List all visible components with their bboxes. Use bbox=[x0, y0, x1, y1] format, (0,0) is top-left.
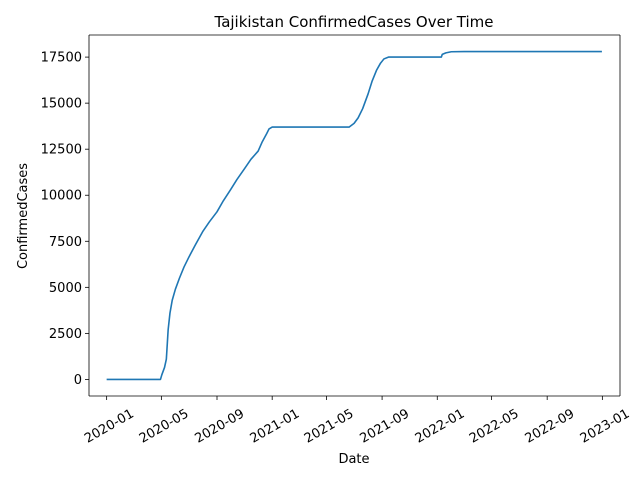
plot-area bbox=[88, 34, 621, 397]
x-axis-label: Date bbox=[338, 452, 369, 467]
chart-title: Tajikistan ConfirmedCases Over Time bbox=[214, 13, 494, 31]
y-tick-label: 17500 bbox=[41, 51, 82, 66]
y-axis-label: ConfirmedCases bbox=[16, 163, 31, 269]
y-tick-label: 7500 bbox=[49, 235, 82, 250]
y-tick-label: 2500 bbox=[49, 327, 82, 342]
y-tick-label: 15000 bbox=[41, 97, 82, 112]
y-tick-label: 10000 bbox=[41, 189, 82, 204]
y-tick-label: 5000 bbox=[49, 281, 82, 296]
series-line-0 bbox=[106, 50, 602, 381]
y-tick-label: 0 bbox=[74, 373, 82, 388]
y-tick-label: 12500 bbox=[41, 143, 82, 158]
y-axis: 0 2500 5000 7500 10000 12500 15000 17500 bbox=[41, 51, 89, 388]
